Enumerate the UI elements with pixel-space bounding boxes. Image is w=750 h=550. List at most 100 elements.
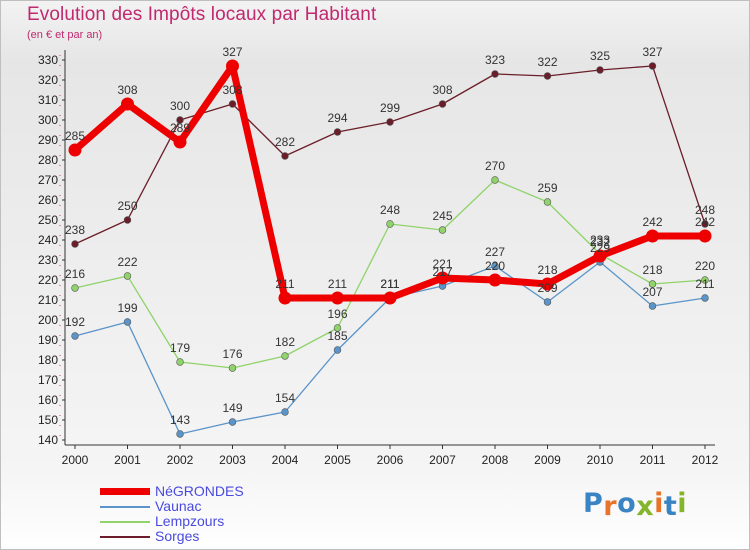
data-label: 282 xyxy=(275,135,295,149)
legend-label: Sorges xyxy=(155,528,200,544)
legend-label: Vaunac xyxy=(155,498,202,514)
legend-item: Vaunac xyxy=(100,499,244,514)
data-label: 218 xyxy=(537,263,557,277)
data-label: 327 xyxy=(642,45,662,59)
data-point xyxy=(331,291,344,305)
data-point xyxy=(386,118,394,126)
data-point xyxy=(228,364,237,372)
y-tick-label: 300 xyxy=(38,113,58,127)
data-point xyxy=(648,62,657,70)
data-label: 229 xyxy=(590,241,610,255)
y-tick-label: 190 xyxy=(38,333,58,347)
y-tick-label: 140 xyxy=(38,433,58,447)
x-tick-label: 2000 xyxy=(62,453,89,467)
legend-item: Sorges xyxy=(100,529,244,544)
data-label: 179 xyxy=(170,341,190,355)
data-point xyxy=(701,276,709,284)
data-point xyxy=(701,294,709,302)
data-point xyxy=(226,59,239,73)
data-point xyxy=(228,100,237,108)
y-tick-label: 280 xyxy=(38,153,58,167)
y-tick-label: 320 xyxy=(38,73,58,87)
data-point xyxy=(386,220,394,228)
logo-letter: r xyxy=(603,491,618,522)
data-label: 192 xyxy=(65,315,85,329)
x-tick-label: 2006 xyxy=(377,453,404,467)
data-label: 248 xyxy=(380,203,400,217)
data-point xyxy=(491,70,499,78)
y-tick-label: 310 xyxy=(38,93,58,107)
legend: NéGRONDES Vaunac Lempzours Sorges xyxy=(100,484,244,544)
y-tick-label: 160 xyxy=(38,393,58,407)
data-label: 222 xyxy=(117,255,137,269)
data-point xyxy=(281,352,289,360)
series-line-sorges xyxy=(74,65,706,245)
data-label: 308 xyxy=(222,83,242,97)
x-tick-label: 2002 xyxy=(167,453,194,467)
data-point xyxy=(438,226,447,234)
data-label: 220 xyxy=(485,259,505,273)
logo-letter: P xyxy=(583,488,604,519)
y-tick-label: 240 xyxy=(38,233,58,247)
data-point xyxy=(228,418,237,426)
data-label: 217 xyxy=(432,265,452,279)
data-label: 242 xyxy=(642,215,662,229)
proxiti-logo: Proxiti xyxy=(583,488,688,522)
data-point xyxy=(123,318,132,326)
data-label: 308 xyxy=(432,83,452,97)
chart-subtitle: (en € et par an) xyxy=(27,29,103,41)
x-tick-label: 2008 xyxy=(482,453,509,467)
data-label: 322 xyxy=(537,55,557,69)
data-point xyxy=(68,143,82,157)
data-label: 285 xyxy=(65,129,85,143)
y-tick-label: 150 xyxy=(38,413,58,427)
data-point xyxy=(173,135,187,149)
data-label: 250 xyxy=(117,199,137,213)
data-label: 196 xyxy=(327,307,347,321)
data-point xyxy=(436,271,449,285)
data-label: 233 xyxy=(590,233,610,247)
logo-letter: i xyxy=(654,488,664,519)
data-label: 154 xyxy=(275,391,295,405)
data-label: 216 xyxy=(65,267,85,281)
data-point xyxy=(176,116,184,124)
data-point xyxy=(333,128,342,136)
data-label: 211 xyxy=(380,277,399,291)
data-point xyxy=(123,216,132,224)
data-point xyxy=(541,277,554,291)
x-tick-label: 2003 xyxy=(219,453,246,467)
data-point xyxy=(438,100,447,108)
data-point xyxy=(646,229,659,243)
data-label: 176 xyxy=(222,347,242,361)
data-point xyxy=(71,240,79,248)
legend-swatch xyxy=(100,488,150,495)
y-tick-label: 260 xyxy=(38,193,58,207)
data-point xyxy=(488,273,502,287)
x-tick-label: 2007 xyxy=(429,453,456,467)
data-point xyxy=(491,262,499,270)
data-label: 308 xyxy=(117,83,137,97)
data-label: 227 xyxy=(485,245,505,259)
logo-letter: o xyxy=(617,488,637,519)
data-point xyxy=(333,346,342,354)
data-point xyxy=(71,332,79,340)
data-label: 199 xyxy=(117,301,137,315)
data-label: 245 xyxy=(432,209,452,223)
data-label: 238 xyxy=(65,223,85,237)
chart-title: Evolution des Impôts locaux par Habitant xyxy=(27,4,377,25)
data-label: 209 xyxy=(537,281,557,295)
data-label: 327 xyxy=(222,45,242,59)
data-label: 242 xyxy=(695,215,715,229)
data-label: 270 xyxy=(485,159,505,173)
data-point xyxy=(281,408,289,416)
data-point xyxy=(121,97,134,111)
data-label: 299 xyxy=(380,101,400,115)
logo-letter: i xyxy=(677,488,688,519)
data-label: 294 xyxy=(327,111,347,125)
data-point xyxy=(698,229,712,243)
y-tick-label: 200 xyxy=(38,313,58,327)
data-point xyxy=(543,198,552,206)
data-point xyxy=(278,291,292,305)
data-label: 323 xyxy=(485,53,505,67)
data-label: 182 xyxy=(275,335,295,349)
